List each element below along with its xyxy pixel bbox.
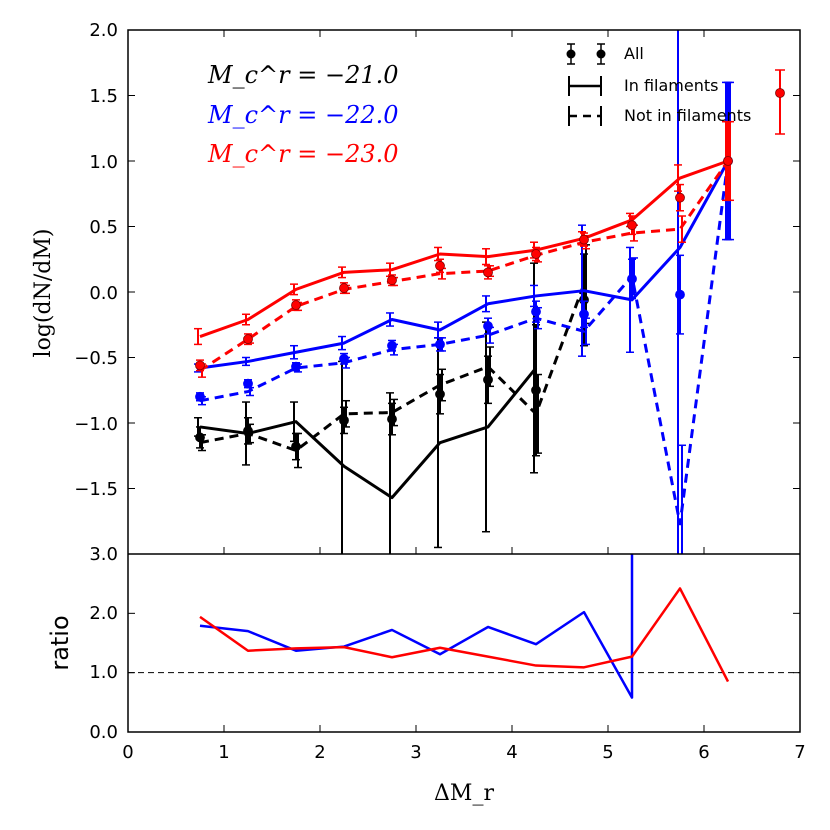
legend-entry-in-filaments: In filaments	[568, 76, 718, 96]
xtick-label: 6	[698, 742, 709, 763]
data-point	[675, 192, 685, 203]
data-point	[435, 260, 445, 271]
data-point	[483, 267, 493, 278]
bottom-panel-plot	[128, 554, 800, 699]
data-point	[243, 425, 253, 436]
data-point	[387, 340, 397, 351]
xtick-label: 4	[506, 742, 517, 763]
top-ytick-label: 1.5	[89, 86, 118, 107]
xtick-label: 0	[122, 742, 133, 763]
legend-label-not-in-filaments: Not in filaments	[624, 106, 751, 125]
data-point	[243, 334, 253, 345]
bottom-ytick-label: 1.0	[89, 662, 118, 683]
bottom-ytick-label: 3.0	[89, 544, 118, 565]
axis-ticks	[127, 29, 801, 733]
data-point	[483, 321, 493, 331]
data-point	[195, 360, 205, 371]
data-point	[675, 289, 685, 300]
data-point	[483, 374, 493, 385]
top-ytick-label: 0.5	[89, 217, 118, 238]
data-point	[387, 414, 397, 424]
magnitude-cut-annotations: M_c^r = −21.0 M_c^r = −22.0 M_c^r = −23.…	[207, 61, 399, 168]
legend-entry-all: All	[566, 43, 644, 65]
top-ytick-label: −1.5	[74, 479, 118, 500]
top-y-axis-title: log(dN/dM)	[31, 229, 56, 358]
data-point	[579, 234, 589, 245]
x-tick-labels: 0 1 2 3 4 5 6 7	[122, 742, 805, 763]
bottom-y-tick-labels: 0.0 1.0 2.0 3.0	[89, 544, 118, 743]
data-point	[291, 361, 301, 372]
data-point	[723, 156, 733, 166]
data-point	[531, 385, 541, 396]
top-ytick-label: 0.0	[89, 283, 118, 304]
data-point	[531, 306, 541, 317]
bottom-y-axis-title: ratio	[46, 615, 74, 670]
xtick-label: 1	[218, 742, 229, 763]
data-point	[291, 300, 301, 311]
legend: All In filaments Not in filaments	[566, 43, 785, 135]
mc-annotation-22: M_c^r = −22.0	[207, 101, 399, 129]
xtick-label: 7	[794, 742, 805, 763]
top-ytick-label: 1.0	[89, 152, 118, 173]
legend-label-in-filaments: In filaments	[624, 76, 718, 95]
data-point	[531, 249, 541, 259]
data-point	[579, 309, 589, 320]
ratio-line	[199, 554, 634, 699]
not-in-filaments-line	[199, 160, 730, 526]
in-filaments-line	[199, 367, 538, 500]
top-ytick-label: −1.0	[74, 414, 118, 435]
data-point	[195, 391, 205, 402]
ratio-line	[199, 587, 730, 683]
data-point	[243, 378, 253, 389]
not-in-filaments-line	[199, 160, 730, 372]
legend-all-marker	[566, 49, 576, 59]
bottom-ytick-label: 2.0	[89, 603, 118, 624]
legend-entry-not-in-filaments: Not in filaments	[568, 106, 751, 126]
mc-annotation-23: M_c^r = −23.0	[207, 140, 399, 168]
top-panel-plot	[194, 30, 734, 554]
legend-label-all: All	[624, 44, 644, 63]
top-ytick-label: 2.0	[89, 20, 118, 41]
xtick-label: 3	[410, 742, 421, 763]
legend-red-marker	[775, 88, 785, 98]
data-point	[339, 283, 349, 293]
xtick-label: 5	[602, 742, 613, 763]
data-point	[627, 220, 637, 231]
data-point	[627, 273, 637, 284]
in-filaments-line	[199, 159, 729, 338]
xtick-label: 2	[314, 742, 325, 763]
data-point	[339, 415, 349, 426]
data-point	[339, 353, 349, 364]
data-point	[435, 339, 445, 350]
mc-annotation-21: M_c^r = −21.0	[207, 61, 399, 89]
top-y-tick-labels: 2.0 1.5 1.0 0.5 0.0 −0.5 −1.0 −1.5	[74, 20, 118, 500]
data-point	[291, 441, 301, 452]
data-point	[435, 389, 445, 400]
not-in-filaments-line	[199, 283, 586, 453]
legend-all-marker	[596, 49, 606, 59]
bottom-ytick-label: 0.0	[89, 722, 118, 743]
plot-frame	[127, 29, 801, 733]
x-axis-title: ΔM_r	[434, 781, 494, 806]
top-ytick-label: −0.5	[74, 348, 118, 369]
data-point	[387, 275, 397, 286]
in-filaments-line	[199, 160, 730, 370]
data-point	[195, 432, 205, 443]
